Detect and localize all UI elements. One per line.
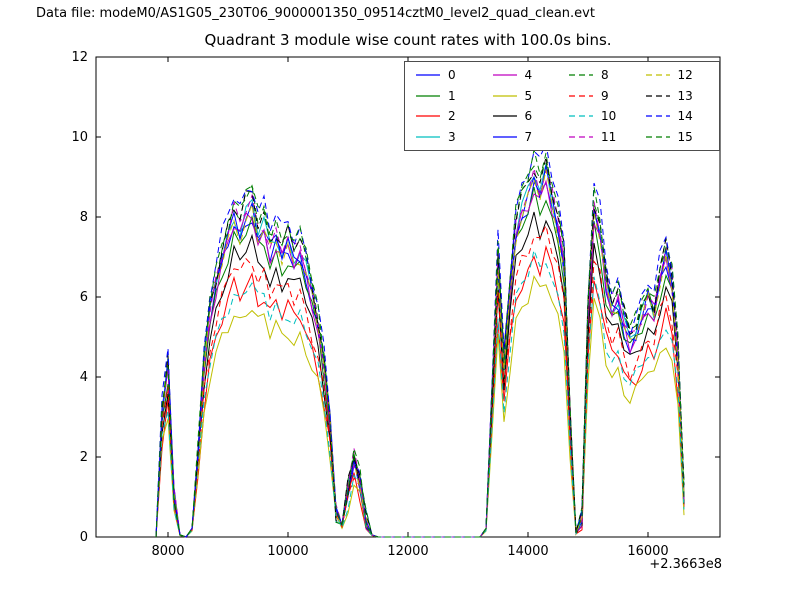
legend-item-15: 15 xyxy=(639,127,716,148)
legend-line-sample xyxy=(492,115,517,117)
series-line-15 xyxy=(155,149,685,538)
x-tick-label: 16000 xyxy=(627,544,668,559)
series-line-14 xyxy=(155,142,685,538)
x-tick-label: 8000 xyxy=(151,544,184,559)
legend-item-1: 1 xyxy=(409,86,486,107)
legend-line-sample xyxy=(569,95,593,97)
legend-item-10: 10 xyxy=(562,106,639,127)
legend-label: 0 xyxy=(448,68,456,83)
legend-label: 10 xyxy=(601,109,617,124)
legend-item-9: 9 xyxy=(562,86,639,107)
legend-label: 14 xyxy=(677,109,693,124)
y-tick-label: 2 xyxy=(80,450,88,465)
legend-line-sample xyxy=(645,74,670,76)
legend-line-sample xyxy=(569,74,593,76)
legend-item-3: 3 xyxy=(409,127,486,148)
legend-label: 13 xyxy=(677,88,693,103)
y-tick-label: 8 xyxy=(80,210,88,225)
legend-label: 7 xyxy=(524,129,533,144)
legend-item-7: 7 xyxy=(486,127,563,148)
legend-item-5: 5 xyxy=(486,86,563,107)
x-tick-label: 10000 xyxy=(267,544,308,559)
legend-item-14: 14 xyxy=(639,106,716,127)
legend-item-0: 0 xyxy=(409,65,486,86)
series-line-13 xyxy=(155,157,685,538)
series-line-12 xyxy=(155,169,685,538)
legend-label: 15 xyxy=(677,129,693,144)
x-axis-offset-label: +2.3663e8 xyxy=(649,557,722,572)
legend: 0 1 2 3 4 5 6 7 8 9 10 11 12 13 14 15 xyxy=(404,61,720,151)
y-tick-label: 4 xyxy=(80,370,88,385)
legend-item-11: 11 xyxy=(562,127,639,148)
chart-title: Quadrant 3 module wise count rates with … xyxy=(204,31,612,49)
legend-line-sample xyxy=(492,74,517,76)
y-tick-label: 12 xyxy=(71,50,88,65)
legend-line-sample xyxy=(645,136,670,138)
legend-line-sample xyxy=(416,115,440,117)
y-tick-label: 0 xyxy=(80,530,88,545)
legend-label: 4 xyxy=(524,68,533,83)
series-line-5 xyxy=(155,275,685,538)
legend-label: 3 xyxy=(448,129,456,144)
legend-label: 6 xyxy=(524,109,533,124)
series-line-2 xyxy=(155,244,685,538)
legend-line-sample xyxy=(569,136,593,138)
x-tick-label: 12000 xyxy=(387,544,428,559)
y-tick-label: 6 xyxy=(80,290,88,305)
legend-label: 2 xyxy=(448,109,456,124)
series-line-1 xyxy=(155,186,685,538)
legend-line-sample xyxy=(492,136,517,138)
y-tick-label: 10 xyxy=(71,130,88,145)
legend-label: 5 xyxy=(524,88,533,103)
legend-line-sample xyxy=(645,115,670,117)
legend-item-12: 12 xyxy=(639,65,716,86)
legend-line-sample xyxy=(416,95,440,97)
legend-label: 9 xyxy=(601,88,609,103)
legend-label: 12 xyxy=(677,68,693,83)
data-file-label: Data file: modeM0/AS1G05_230T06_90000013… xyxy=(36,6,595,21)
legend-item-13: 13 xyxy=(639,86,716,107)
legend-item-8: 8 xyxy=(562,65,639,86)
legend-line-sample xyxy=(416,74,440,76)
legend-item-2: 2 xyxy=(409,106,486,127)
legend-label: 8 xyxy=(601,68,609,83)
legend-label: 11 xyxy=(601,129,617,144)
x-tick-label: 14000 xyxy=(507,544,548,559)
legend-item-6: 6 xyxy=(486,106,563,127)
legend-line-sample xyxy=(569,115,593,117)
series-line-7 xyxy=(155,165,685,538)
legend-line-sample xyxy=(645,95,670,97)
legend-line-sample xyxy=(492,95,517,97)
legend-item-4: 4 xyxy=(486,65,563,86)
legend-line-sample xyxy=(416,136,440,138)
legend-label: 1 xyxy=(448,88,456,103)
